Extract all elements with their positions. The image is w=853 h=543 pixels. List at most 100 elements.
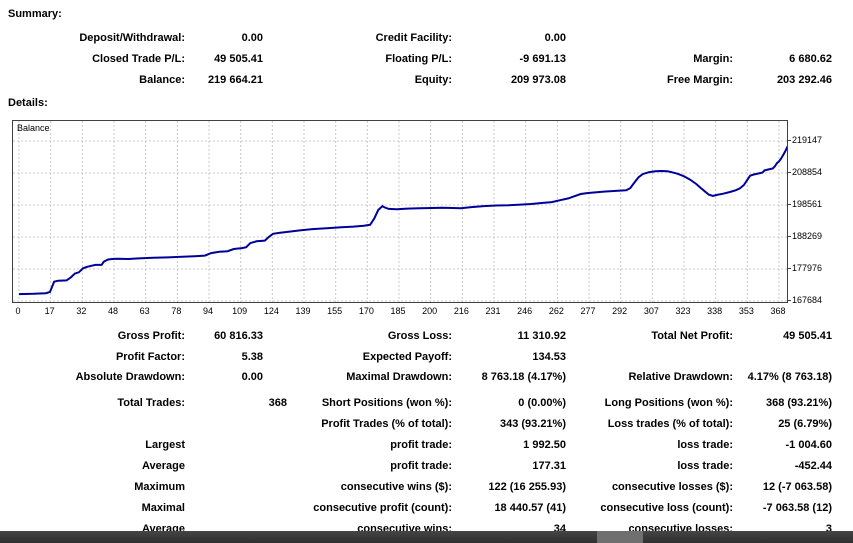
x-axis-label: 63	[139, 306, 150, 316]
stat-value: 368 (93.21%)	[765, 397, 832, 409]
x-axis-label: 17	[44, 306, 55, 316]
balance-chart: Balance	[12, 120, 788, 303]
stat-value: 4.17% (8 763.18)	[747, 371, 832, 383]
stat-label: consecutive profit (count):	[313, 502, 452, 514]
x-axis-label: 246	[517, 306, 533, 316]
stat-label: Total Net Profit:	[651, 330, 733, 342]
x-axis-label: 170	[358, 306, 374, 316]
x-axis-label: 323	[675, 306, 691, 316]
x-axis-label: 0	[15, 306, 21, 316]
stat-label: Largest	[145, 439, 185, 451]
y-axis-tick	[787, 300, 791, 301]
stat-value: 60 816.33	[214, 330, 263, 342]
x-axis-label: 307	[643, 306, 659, 316]
stat-label: Short Positions (won %):	[321, 397, 452, 409]
x-axis-label: 78	[171, 306, 182, 316]
y-axis-label: 188269	[792, 231, 823, 241]
y-axis-tick	[787, 268, 791, 269]
stat-label: Absolute Drawdown:	[75, 371, 185, 383]
stat-label: Average	[141, 460, 185, 472]
y-axis-tick	[787, 172, 791, 173]
stat-label: Floating P/L:	[385, 53, 452, 65]
stat-label: Deposit/Withdrawal:	[79, 32, 185, 44]
stat-value: 49 505.41	[783, 330, 832, 342]
y-axis-tick	[787, 236, 791, 237]
x-axis-label: 292	[612, 306, 628, 316]
stat-value: 49 505.41	[214, 53, 263, 65]
y-axis-label: 198561	[792, 199, 823, 209]
stat-value: 0.00	[544, 32, 566, 44]
stat-label: Gross Profit:	[117, 330, 185, 342]
stat-label: loss trade:	[677, 460, 733, 472]
stat-label: Maximum	[134, 481, 185, 493]
stat-label: profit trade:	[390, 460, 452, 472]
stat-value: 6 680.62	[789, 53, 832, 65]
stat-label: Long Positions (won %):	[604, 397, 733, 409]
summary-heading: Summary:	[8, 8, 62, 20]
scrollbar-thumb[interactable]	[597, 531, 643, 543]
x-axis-label: 262	[548, 306, 564, 316]
stat-value: 0.00	[241, 371, 263, 383]
x-axis-label: 216	[453, 306, 469, 316]
stat-label: loss trade:	[677, 439, 733, 451]
details-heading: Details:	[8, 97, 48, 109]
stat-value: -1 004.60	[785, 439, 832, 451]
stat-value: 8 763.18 (4.17%)	[481, 371, 566, 383]
stat-label: Maximal Drawdown:	[346, 371, 452, 383]
stat-label: profit trade:	[390, 439, 452, 451]
balance-line	[18, 145, 787, 296]
x-axis-label: 139	[295, 306, 311, 316]
x-axis-label: 231	[485, 306, 501, 316]
stat-value: 343 (93.21%)	[499, 418, 566, 430]
stat-value: 203 292.46	[776, 74, 832, 86]
x-axis-label: 109	[232, 306, 248, 316]
stat-value: 368	[268, 397, 287, 409]
stat-value: 18 440.57 (41)	[494, 502, 566, 514]
stat-value: 177.31	[532, 460, 566, 472]
stat-value: 0 (0.00%)	[518, 397, 566, 409]
balance-line-svg	[13, 121, 787, 302]
stat-value: 209 973.08	[510, 74, 566, 86]
stat-value: 1 992.50	[523, 439, 566, 451]
x-axis-label: 200	[422, 306, 438, 316]
stat-label: Maximal	[141, 502, 185, 514]
stat-label: Profit Trades (% of total):	[321, 418, 452, 430]
stat-value: 25 (6.79%)	[778, 418, 832, 430]
stat-label: Expected Payoff:	[362, 351, 452, 363]
stat-label: Closed Trade P/L:	[92, 53, 185, 65]
stat-label: Profit Factor:	[115, 351, 185, 363]
chart-legend-label: Balance	[17, 123, 50, 133]
x-axis-label: 124	[263, 306, 279, 316]
y-axis-label: 167684	[792, 295, 823, 305]
y-axis-label: 177976	[792, 263, 823, 273]
stat-value: 5.38	[241, 351, 263, 363]
stat-label: Equity:	[414, 74, 452, 86]
stat-label: Relative Drawdown:	[628, 371, 733, 383]
stat-value: 0.00	[241, 32, 263, 44]
x-axis-label: 338	[707, 306, 723, 316]
stat-value: 3	[825, 523, 832, 535]
x-axis-label: 185	[390, 306, 406, 316]
stat-value: 219 664.21	[207, 74, 263, 86]
y-axis-tick	[787, 204, 791, 205]
stat-value: 122 (16 255.93)	[488, 481, 566, 493]
stat-label: consecutive losses ($):	[611, 481, 733, 493]
stat-label: Free Margin:	[666, 74, 733, 86]
stat-label: Balance:	[139, 74, 185, 86]
x-axis-label: 94	[202, 306, 213, 316]
x-axis-label: 32	[76, 306, 87, 316]
stat-value: -7 063.58 (12)	[762, 502, 832, 514]
y-axis-label: 219147	[792, 135, 823, 145]
stat-value: 12 (-7 063.58)	[762, 481, 832, 493]
stat-label: Loss trades (% of total):	[607, 418, 733, 430]
stat-value: 11 310.92	[517, 330, 566, 342]
y-axis-label: 208854	[792, 167, 823, 177]
stat-label: Gross Loss:	[387, 330, 452, 342]
x-axis-label: 48	[107, 306, 118, 316]
stat-label: Credit Facility:	[375, 32, 452, 44]
stat-label: Margin:	[693, 53, 733, 65]
horizontal-scrollbar[interactable]	[0, 531, 853, 543]
stat-label: Total Trades:	[117, 397, 185, 409]
x-axis-label: 368	[770, 306, 786, 316]
x-axis-label: 277	[580, 306, 596, 316]
